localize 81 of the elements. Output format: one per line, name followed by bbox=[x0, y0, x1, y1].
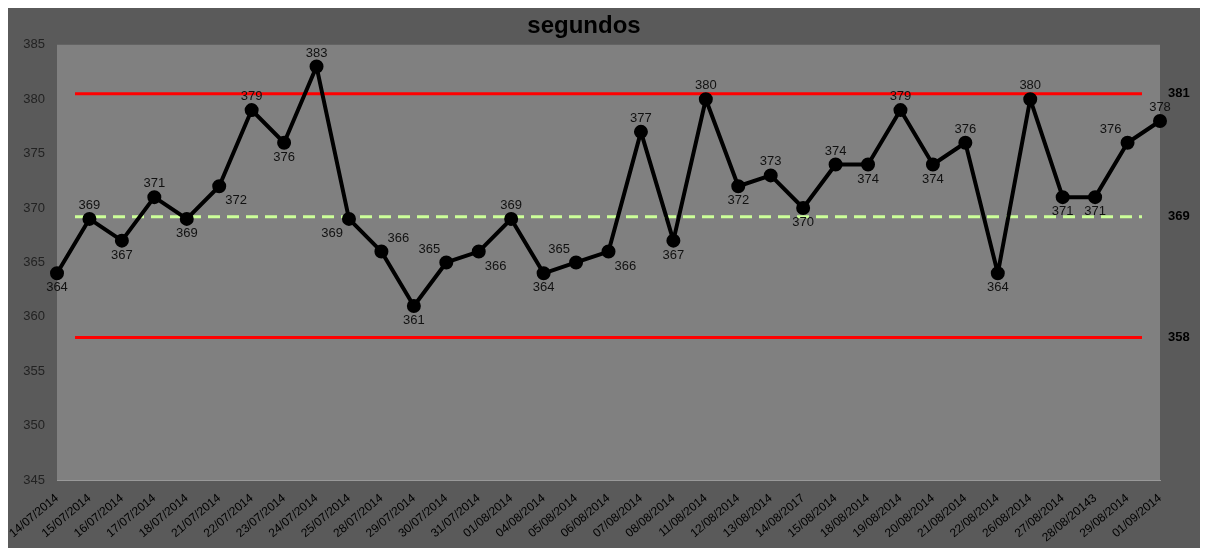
point bbox=[893, 103, 908, 118]
point bbox=[244, 103, 259, 118]
y-tick-label: 355 bbox=[23, 362, 46, 378]
point bbox=[536, 266, 551, 281]
data-label: 377 bbox=[630, 109, 652, 125]
data-label: 365 bbox=[418, 240, 441, 256]
data-label: 374 bbox=[857, 170, 879, 186]
data-label: 376 bbox=[1099, 120, 1122, 136]
point bbox=[309, 59, 324, 74]
point bbox=[471, 244, 486, 259]
data-label: 364 bbox=[46, 279, 68, 295]
point bbox=[796, 201, 811, 216]
data-label: 366 bbox=[387, 229, 410, 245]
data-label: 364 bbox=[532, 279, 555, 295]
point bbox=[731, 179, 746, 194]
data-label: 369 bbox=[175, 224, 198, 240]
y-tick-label: 370 bbox=[23, 199, 46, 215]
point bbox=[50, 266, 65, 281]
point bbox=[990, 266, 1005, 281]
point bbox=[763, 168, 778, 183]
data-label: 380 bbox=[694, 77, 717, 93]
data-label: 361 bbox=[403, 312, 425, 328]
data-label: 372 bbox=[727, 192, 750, 208]
data-label: 370 bbox=[792, 214, 814, 230]
data-label: 367 bbox=[111, 246, 133, 262]
data-label: 369 bbox=[500, 196, 523, 212]
point bbox=[277, 135, 292, 150]
ref-line-label: 369 bbox=[1168, 208, 1190, 224]
data-label: 366 bbox=[484, 257, 507, 273]
chart-title: segundos bbox=[527, 11, 641, 39]
point bbox=[439, 255, 454, 270]
point bbox=[925, 157, 940, 172]
data-label: 374 bbox=[922, 170, 944, 186]
ref-line-label: 381 bbox=[1168, 85, 1190, 101]
y-tick-label: 360 bbox=[23, 308, 46, 324]
y-tick-label: 375 bbox=[23, 145, 46, 161]
data-label: 371 bbox=[1051, 203, 1074, 219]
data-label: 383 bbox=[305, 44, 328, 60]
data-label: 369 bbox=[78, 196, 101, 212]
point bbox=[828, 157, 843, 172]
point bbox=[212, 179, 227, 194]
point bbox=[1120, 135, 1135, 150]
point bbox=[861, 157, 876, 172]
point bbox=[341, 211, 356, 226]
y-tick-label: 380 bbox=[23, 90, 46, 106]
y-tick-label: 345 bbox=[23, 471, 46, 487]
data-label: 378 bbox=[1149, 99, 1171, 115]
point bbox=[698, 92, 713, 107]
point bbox=[114, 233, 129, 248]
point bbox=[1023, 92, 1038, 107]
point bbox=[1088, 190, 1103, 205]
data-label: 374 bbox=[824, 142, 847, 158]
point bbox=[1153, 113, 1167, 128]
data-label: 371 bbox=[143, 175, 166, 191]
point bbox=[1055, 190, 1070, 205]
point bbox=[666, 233, 681, 248]
data-label: 371 bbox=[1084, 203, 1106, 219]
data-label: 372 bbox=[225, 192, 247, 208]
point bbox=[958, 135, 973, 150]
ref-line-label: 358 bbox=[1168, 329, 1190, 345]
point bbox=[633, 124, 648, 139]
data-label: 367 bbox=[662, 246, 685, 262]
data-label: 380 bbox=[1019, 77, 1042, 93]
data-label: 366 bbox=[614, 257, 637, 273]
point bbox=[179, 211, 194, 226]
data-label: 373 bbox=[759, 153, 782, 169]
point bbox=[504, 211, 519, 226]
y-tick-label: 385 bbox=[23, 36, 46, 52]
y-tick-label: 365 bbox=[23, 254, 46, 270]
point bbox=[569, 255, 584, 270]
data-label: 376 bbox=[954, 120, 977, 136]
data-label: 369 bbox=[321, 224, 343, 240]
point bbox=[406, 298, 421, 313]
point bbox=[82, 211, 97, 226]
y-tick-label: 350 bbox=[23, 417, 46, 433]
point bbox=[374, 244, 389, 259]
point bbox=[147, 190, 162, 205]
data-label: 376 bbox=[273, 148, 295, 164]
point bbox=[601, 244, 616, 259]
data-label: 365 bbox=[548, 240, 571, 256]
data-label: 364 bbox=[986, 279, 1009, 295]
